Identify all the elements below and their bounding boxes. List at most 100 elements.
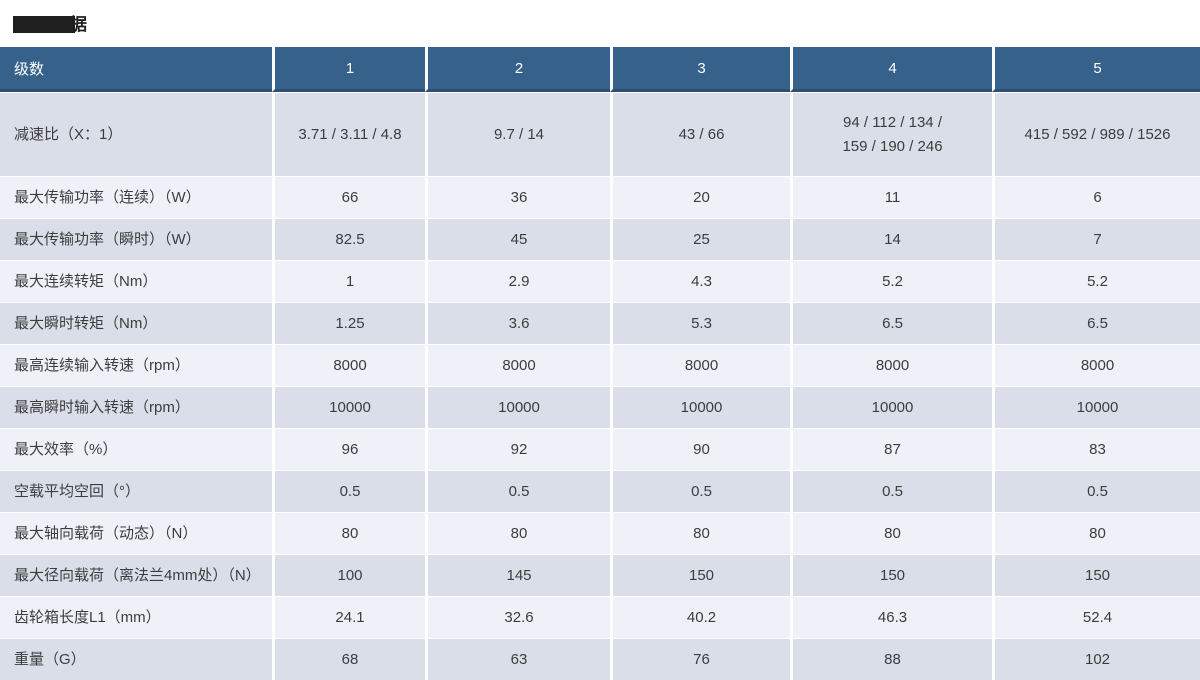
cell-value: 5.2 xyxy=(790,261,992,302)
row-label: 减速比（X：1） xyxy=(14,125,123,143)
cell-value: 0.5 xyxy=(790,471,992,512)
row-label: 最大径向载荷（离法兰4mm处）（N） xyxy=(14,566,261,584)
row-label: 最大轴向载荷（动态）（N） xyxy=(14,524,198,542)
table-row-max-power-instant: 最大传输功率（瞬时）（W） 82.5 45 25 14 7 xyxy=(0,218,1200,260)
cell-value: 9.7 / 14 xyxy=(425,93,610,176)
cell-value: 80 xyxy=(610,513,790,554)
cell-value: 80 xyxy=(425,513,610,554)
cell-value: 46.3 xyxy=(790,597,992,638)
cell-value: 10000 xyxy=(790,387,992,428)
cell-value: 100 xyxy=(272,555,425,596)
row-label: 最大瞬时转矩（Nm） xyxy=(14,314,158,332)
cell-value: 0.5 xyxy=(272,471,425,512)
header-cell-5: 5 xyxy=(992,47,1200,92)
cell-value: 5.3 xyxy=(610,303,790,344)
table-row-max-continuous-input-speed: 最高连续输入转速（rpm） 8000 8000 8000 8000 8000 xyxy=(0,344,1200,386)
cell-value: 32.6 xyxy=(425,597,610,638)
cell-value: 0.5 xyxy=(992,471,1200,512)
cell-value: 0.5 xyxy=(610,471,790,512)
cell-value: 66 xyxy=(272,177,425,218)
table-row-max-continuous-torque: 最大连续转矩（Nm） 1 2.9 4.3 5.2 5.2 xyxy=(0,260,1200,302)
row-label: 齿轮箱长度L1（mm） xyxy=(14,608,161,626)
cell-value: 150 xyxy=(992,555,1200,596)
cell-value: 415 / 592 / 989 / 1526 xyxy=(992,93,1200,176)
cell-value: 80 xyxy=(790,513,992,554)
page-title: 据 xyxy=(13,13,87,35)
header-cell-2: 2 xyxy=(425,47,610,92)
cell-value: 68 xyxy=(272,639,425,680)
cell-value: 6.5 xyxy=(992,303,1200,344)
cell-value: 40.2 xyxy=(610,597,790,638)
cell-value: 8000 xyxy=(992,345,1200,386)
row-label: 最大传输功率（连续）（W） xyxy=(14,188,201,206)
cell-value: 150 xyxy=(610,555,790,596)
cell-value: 20 xyxy=(610,177,790,218)
cell-value: 150 xyxy=(790,555,992,596)
cell-value: 6.5 xyxy=(790,303,992,344)
cell-value: 3.6 xyxy=(425,303,610,344)
table-row-max-instant-input-speed: 最高瞬时输入转速（rpm） 10000 10000 10000 10000 10… xyxy=(0,386,1200,428)
table-row-max-axial-load: 最大轴向载荷（动态）（N） 80 80 80 80 80 xyxy=(0,512,1200,554)
row-label: 最高瞬时输入转速（rpm） xyxy=(14,398,190,416)
cell-value: 4.3 xyxy=(610,261,790,302)
table-row-max-radial-load: 最大径向载荷（离法兰4mm处）（N） 100 145 150 150 150 xyxy=(0,554,1200,596)
cell-value: 8000 xyxy=(272,345,425,386)
header-cell-3: 3 xyxy=(610,47,790,92)
cell-value: 14 xyxy=(790,219,992,260)
row-label: 最大效率（%） xyxy=(14,440,118,458)
cell-value: 63 xyxy=(425,639,610,680)
cell-value: 80 xyxy=(272,513,425,554)
row-label: 最大传输功率（瞬时）（W） xyxy=(14,230,201,248)
cell-value: 52.4 xyxy=(992,597,1200,638)
table-row-gearbox-length: 齿轮箱长度L1（mm） 24.1 32.6 40.2 46.3 52.4 xyxy=(0,596,1200,638)
cell-value: 36 xyxy=(425,177,610,218)
spec-table: 级数 1 2 3 4 5 减速比（X：1） 3.71 / 3.11 / 4.8 … xyxy=(0,47,1200,680)
table-row-reduction-ratio: 减速比（X：1） 3.71 / 3.11 / 4.8 9.7 / 14 43 /… xyxy=(0,92,1200,176)
cell-value: 76 xyxy=(610,639,790,680)
cell-value: 7 xyxy=(992,219,1200,260)
cell-value: 8000 xyxy=(790,345,992,386)
row-label: 重量（G） xyxy=(14,650,86,668)
cell-value: 1 xyxy=(272,261,425,302)
header-row: 级数 1 2 3 4 5 xyxy=(0,47,1200,92)
cell-value: 10000 xyxy=(425,387,610,428)
cell-value: 45 xyxy=(425,219,610,260)
table-row-max-efficiency: 最大效率（%） 96 92 90 87 83 xyxy=(0,428,1200,470)
cell-value: 10000 xyxy=(272,387,425,428)
cell-value: 8000 xyxy=(610,345,790,386)
cell-value: 83 xyxy=(992,429,1200,470)
cell-value: 8000 xyxy=(425,345,610,386)
page-title-visible-text: 据 xyxy=(70,14,87,34)
table-row-weight: 重量（G） 68 63 76 88 102 xyxy=(0,638,1200,680)
cell-value: 10000 xyxy=(610,387,790,428)
table-row-max-power-continuous: 最大传输功率（连续）（W） 66 36 20 11 6 xyxy=(0,176,1200,218)
cell-value: 3.71 / 3.11 / 4.8 xyxy=(272,93,425,176)
cell-value: 1.25 xyxy=(272,303,425,344)
cell-value: 96 xyxy=(272,429,425,470)
cell-value: 10000 xyxy=(992,387,1200,428)
cell-value: 2.9 xyxy=(425,261,610,302)
cell-value: 5.2 xyxy=(992,261,1200,302)
cell-value: 82.5 xyxy=(272,219,425,260)
redaction-block xyxy=(13,15,75,33)
row-label: 空载平均空回（°） xyxy=(14,482,140,500)
cell-value: 43 / 66 xyxy=(610,93,790,176)
cell-value: 145 xyxy=(425,555,610,596)
header-cell-4: 4 xyxy=(790,47,992,92)
cell-value: 24.1 xyxy=(272,597,425,638)
cell-value: 88 xyxy=(790,639,992,680)
cell-value: 6 xyxy=(992,177,1200,218)
cell-value: 0.5 xyxy=(425,471,610,512)
cell-value: 87 xyxy=(790,429,992,470)
cell-value: 102 xyxy=(992,639,1200,680)
header-cell-stages: 级数 xyxy=(0,47,272,92)
cell-value: 90 xyxy=(610,429,790,470)
table-row-average-backlash: 空载平均空回（°） 0.5 0.5 0.5 0.5 0.5 xyxy=(0,470,1200,512)
cell-value: 11 xyxy=(790,177,992,218)
cell-value: 94 / 112 / 134 / 159 / 190 / 246 xyxy=(790,93,992,176)
cell-value: 25 xyxy=(610,219,790,260)
table-row-max-instant-torque: 最大瞬时转矩（Nm） 1.25 3.6 5.3 6.5 6.5 xyxy=(0,302,1200,344)
row-label: 最大连续转矩（Nm） xyxy=(14,272,158,290)
cell-value: 80 xyxy=(992,513,1200,554)
